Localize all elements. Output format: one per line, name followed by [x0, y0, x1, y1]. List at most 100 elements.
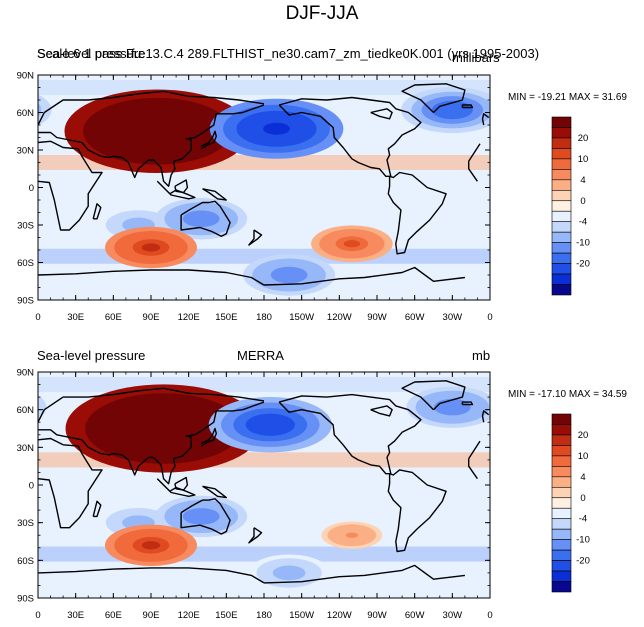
- pressure-contour: [626, 504, 644, 529]
- lon-tick-label: 60W: [405, 610, 425, 621]
- colorbar-box: [551, 127, 572, 139]
- colorbar-label: -10: [576, 535, 590, 546]
- pressure-contour: [257, 419, 283, 431]
- panel1-colorbar: 20 10 4 0 -4 -10 -20: [551, 116, 590, 296]
- colorbar-box: [551, 570, 572, 582]
- coastline: [38, 437, 481, 529]
- coastline: [278, 96, 422, 177]
- coastline: [92, 500, 102, 518]
- pressure-contour: [607, 198, 644, 239]
- colorbar-box: [551, 507, 572, 520]
- lat-tick-label: 60N: [17, 108, 35, 119]
- lon-tick-label: 90E: [143, 312, 160, 323]
- pressure-contour: [279, 270, 299, 280]
- colorbar-label: 0: [580, 196, 585, 207]
- pressure-contour: [263, 122, 290, 135]
- pressure-contour: [130, 518, 147, 527]
- colorbar-box: [551, 497, 572, 509]
- colorbar-label: -4: [579, 514, 587, 525]
- coastline: [180, 498, 231, 535]
- colorbar-label: 4: [580, 472, 585, 483]
- lat-tick-label: 30S: [17, 518, 34, 529]
- colorbar-label: -10: [576, 238, 590, 249]
- lat-band: [38, 483, 490, 499]
- coastline: [248, 527, 263, 544]
- pressure-contour: [594, 541, 612, 549]
- colorbar-box: [551, 200, 572, 212]
- panel1-minmax: MIN = -19.21 MAX = 31.69: [508, 92, 627, 103]
- colorbar-box: [551, 273, 572, 285]
- colorbar-box: [551, 137, 572, 149]
- colorbar-box: [551, 466, 572, 478]
- lon-tick-label: 180: [256, 312, 272, 323]
- lon-tick-label: 0: [487, 312, 492, 323]
- lat-tick-label: 30N: [17, 146, 35, 157]
- lon-tick-label: 90W: [367, 312, 387, 323]
- colorbar-label: -20: [576, 556, 590, 567]
- coastline: [180, 200, 231, 237]
- pressure-contour: [635, 508, 644, 525]
- coastline: [174, 476, 189, 491]
- coastline: [38, 266, 465, 286]
- lat-tick-label: 60S: [17, 258, 34, 269]
- coastline: [202, 188, 227, 201]
- coastline: [481, 113, 490, 126]
- lon-tick-label: 90E: [143, 610, 160, 621]
- colorbar-box: [551, 518, 572, 530]
- colorbar-box: [551, 252, 572, 264]
- figure-title: DJF-JJA: [285, 3, 359, 24]
- lat-band: [38, 377, 490, 393]
- colorbar-label: -4: [579, 217, 587, 228]
- pressure-contour: [594, 243, 612, 251]
- pressure-contour: [635, 210, 644, 227]
- pressure-contour: [343, 240, 361, 248]
- panel2-minmax: MIN = -17.10 MAX = 34.59: [508, 389, 627, 400]
- pressure-contour: [585, 537, 622, 554]
- lon-tick-label: 120W: [327, 610, 352, 621]
- colorbar-box: [551, 539, 572, 551]
- lat-tick-label: 30S: [17, 221, 34, 232]
- colorbar-box: [551, 413, 572, 425]
- lon-tick-label: 150W: [289, 312, 314, 323]
- lat-tick-label: 0: [29, 183, 34, 194]
- pressure-contour: [591, 123, 628, 140]
- coastline: [481, 410, 490, 423]
- panel2-variable: Sea-level pressure: [37, 348, 146, 363]
- colorbar-box: [551, 231, 572, 243]
- pressure-contour: [138, 122, 176, 140]
- pressure-contour: [280, 569, 298, 577]
- lat-tick-label: 90N: [17, 71, 35, 82]
- lon-tick-label: 0: [487, 610, 492, 621]
- coastline: [370, 405, 393, 417]
- pressure-contour: [345, 532, 358, 538]
- colorbar-box: [551, 158, 572, 170]
- lat-tick-label: 90N: [17, 368, 35, 379]
- pressure-contour: [442, 105, 463, 115]
- pressure-contour: [141, 541, 161, 550]
- lat-tick-label: 60N: [17, 405, 35, 416]
- coastline: [370, 108, 393, 120]
- coastline: [401, 83, 466, 113]
- colorbar-box: [551, 179, 572, 191]
- panel1-overlap-text: Scale 6 1 pass Fu: [37, 46, 142, 61]
- lon-tick-label: 120E: [178, 312, 200, 323]
- lon-tick-label: 60W: [405, 312, 425, 323]
- coastline: [387, 171, 447, 255]
- coastline: [461, 104, 474, 109]
- coastline: [174, 179, 189, 194]
- colorbar-label: 20: [578, 430, 589, 441]
- lon-tick-label: 120W: [327, 312, 352, 323]
- coastline: [38, 564, 465, 584]
- pressure-contour: [141, 243, 161, 252]
- lon-tick-label: 60E: [105, 312, 122, 323]
- lon-tick-label: 150E: [215, 312, 237, 323]
- colorbar-label: 4: [580, 175, 585, 186]
- colorbar-box: [551, 581, 572, 593]
- coastline: [156, 478, 196, 497]
- pressure-contour: [38, 102, 42, 118]
- colorbar-label: 20: [578, 133, 589, 144]
- pressure-contour: [143, 419, 184, 438]
- panel1-variable: Sea-level pressure: [37, 46, 146, 61]
- colorbar-box: [551, 486, 572, 499]
